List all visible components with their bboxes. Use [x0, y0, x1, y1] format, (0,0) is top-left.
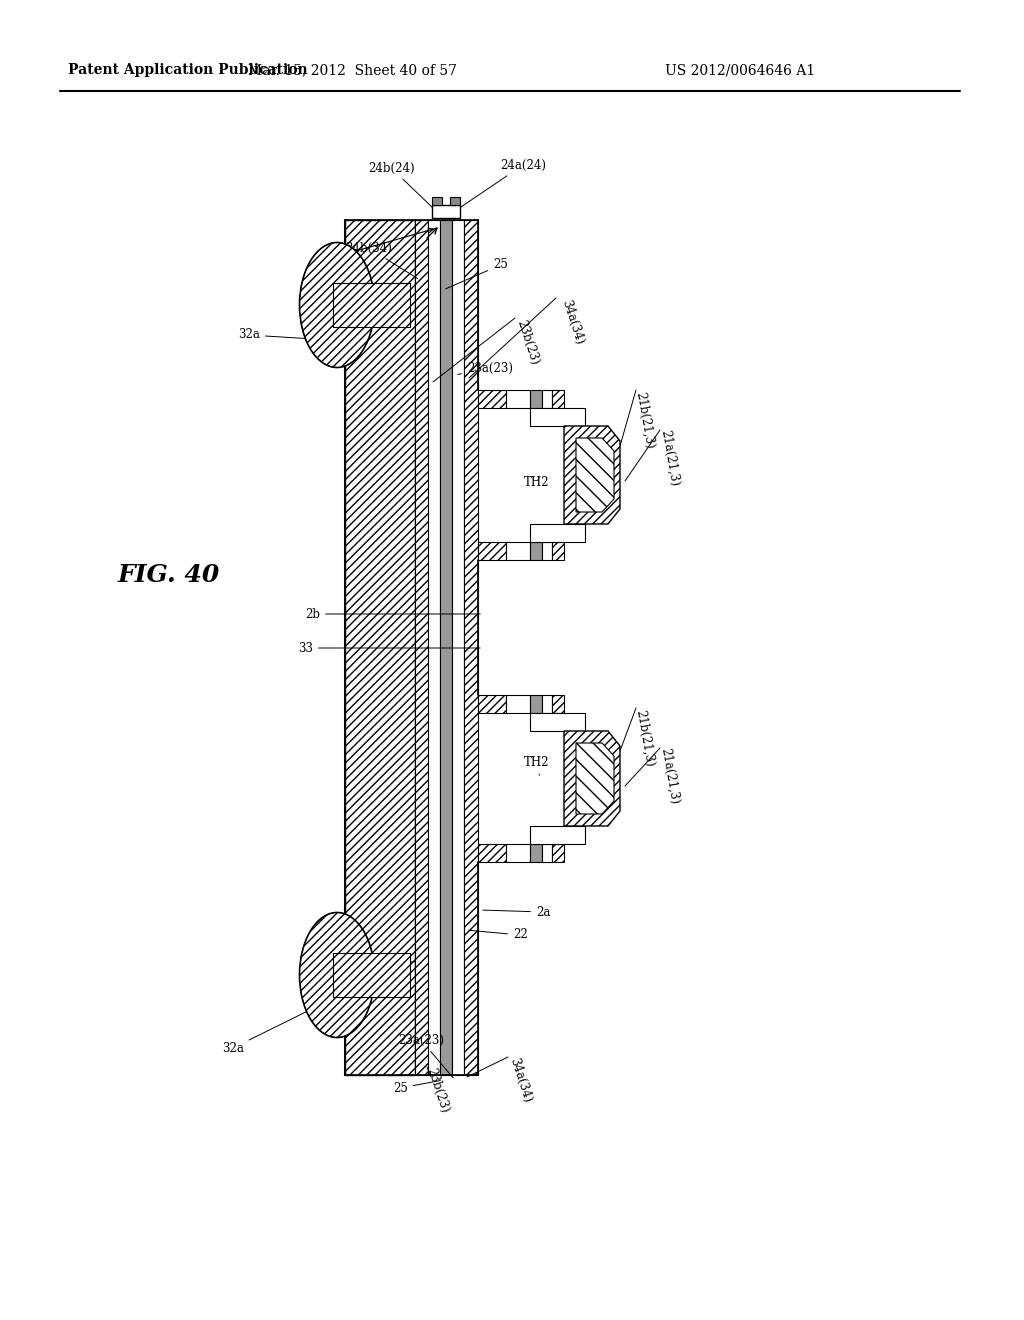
- Polygon shape: [530, 843, 542, 862]
- Text: 22: 22: [469, 928, 527, 941]
- Polygon shape: [464, 220, 478, 1074]
- Polygon shape: [415, 220, 428, 1074]
- Text: 2b: 2b: [305, 607, 480, 620]
- Polygon shape: [440, 220, 452, 1074]
- Text: 23b(23): 23b(23): [514, 318, 541, 367]
- Text: 21a(21,3): 21a(21,3): [658, 429, 681, 487]
- Text: 21a(21,3): 21a(21,3): [658, 747, 681, 805]
- Polygon shape: [564, 731, 620, 826]
- Polygon shape: [333, 953, 410, 997]
- Polygon shape: [506, 543, 530, 560]
- Text: 25: 25: [393, 1081, 440, 1094]
- Polygon shape: [542, 843, 552, 862]
- Text: TH2: TH2: [524, 755, 550, 775]
- Text: 32a: 32a: [222, 1002, 328, 1055]
- Polygon shape: [530, 524, 585, 543]
- Polygon shape: [530, 696, 542, 713]
- Text: 38: 38: [322, 228, 433, 265]
- Text: 32a: 32a: [238, 329, 328, 342]
- Text: 25: 25: [445, 259, 508, 289]
- Text: 34a(34): 34a(34): [507, 1056, 534, 1104]
- Polygon shape: [564, 426, 620, 524]
- Polygon shape: [542, 696, 552, 713]
- Polygon shape: [506, 696, 530, 713]
- Text: 23a(23): 23a(23): [458, 362, 513, 375]
- Polygon shape: [530, 408, 585, 426]
- Polygon shape: [506, 389, 530, 408]
- Polygon shape: [530, 389, 542, 408]
- Text: 34a(34): 34a(34): [559, 298, 586, 346]
- Text: 21b(21,3): 21b(21,3): [634, 709, 656, 768]
- Polygon shape: [478, 696, 506, 713]
- Polygon shape: [478, 543, 506, 560]
- Polygon shape: [345, 220, 415, 1074]
- Polygon shape: [333, 282, 410, 327]
- Polygon shape: [450, 197, 460, 205]
- Text: 21b(21,3): 21b(21,3): [634, 391, 656, 450]
- Polygon shape: [552, 696, 564, 713]
- Text: 24b(24): 24b(24): [368, 161, 432, 207]
- Polygon shape: [552, 389, 564, 408]
- Text: 2a: 2a: [482, 906, 550, 919]
- Text: Patent Application Publication: Patent Application Publication: [68, 63, 307, 77]
- Polygon shape: [530, 713, 585, 731]
- Ellipse shape: [299, 912, 375, 1038]
- Polygon shape: [530, 826, 585, 843]
- Polygon shape: [452, 220, 464, 1074]
- Polygon shape: [478, 843, 506, 862]
- Polygon shape: [478, 389, 506, 408]
- Text: 24a(24): 24a(24): [461, 158, 546, 207]
- Polygon shape: [575, 438, 614, 512]
- Text: Mar. 15, 2012  Sheet 40 of 57: Mar. 15, 2012 Sheet 40 of 57: [248, 63, 457, 77]
- Text: 23a(23): 23a(23): [398, 1034, 454, 1078]
- Polygon shape: [542, 389, 552, 408]
- Ellipse shape: [299, 243, 375, 367]
- Text: 23b(23): 23b(23): [424, 1067, 451, 1114]
- Polygon shape: [506, 843, 530, 862]
- Polygon shape: [552, 843, 564, 862]
- Text: FIG. 40: FIG. 40: [118, 564, 220, 587]
- Text: TH2: TH2: [524, 477, 550, 490]
- Polygon shape: [552, 543, 564, 560]
- Text: US 2012/0064646 A1: US 2012/0064646 A1: [665, 63, 815, 77]
- Text: 34b(34): 34b(34): [345, 242, 418, 279]
- Polygon shape: [428, 220, 440, 1074]
- Text: 33: 33: [298, 642, 480, 655]
- Polygon shape: [542, 543, 552, 560]
- Polygon shape: [575, 743, 614, 814]
- Polygon shape: [530, 543, 542, 560]
- Polygon shape: [432, 197, 442, 205]
- Text: 34b(34): 34b(34): [318, 953, 415, 966]
- Polygon shape: [432, 205, 460, 218]
